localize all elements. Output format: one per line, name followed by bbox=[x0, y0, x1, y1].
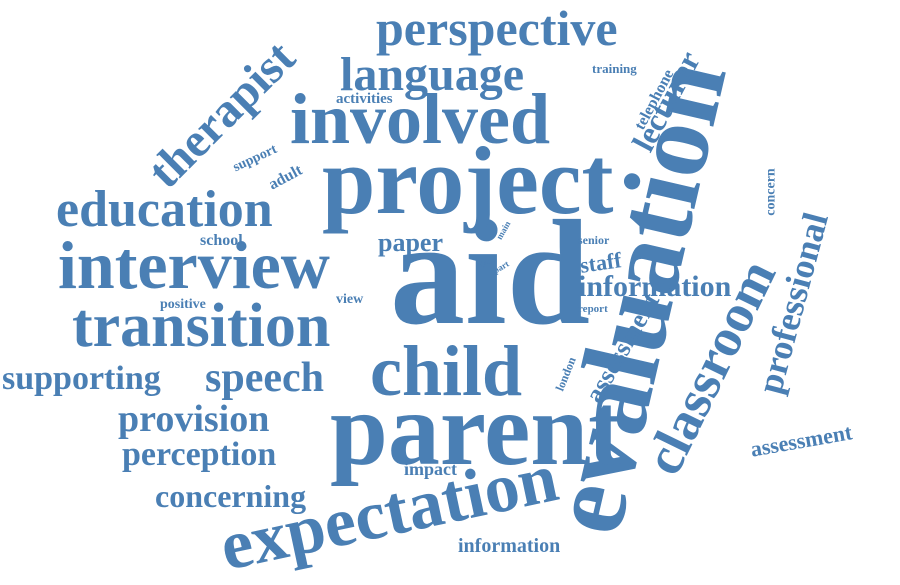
word-school-small: school bbox=[200, 232, 243, 249]
word-interview: interview bbox=[58, 227, 330, 303]
word-view-small: view bbox=[336, 292, 364, 307]
word-positive-small: positive bbox=[160, 297, 206, 312]
word-provision: provision bbox=[118, 398, 270, 440]
word-staff-small: staff bbox=[578, 247, 624, 278]
word-language: language bbox=[340, 48, 525, 101]
word-assessment-small: assessment bbox=[748, 419, 854, 462]
word-child: child bbox=[370, 331, 523, 411]
word-adult-small: adult bbox=[265, 161, 306, 194]
word-education: education bbox=[56, 181, 273, 238]
word-parent: parent bbox=[330, 372, 623, 487]
word-aid: aid bbox=[390, 190, 591, 356]
word-concerning: concerning bbox=[155, 478, 307, 514]
word-impact-small: impact bbox=[404, 459, 457, 479]
word-speech: speech bbox=[205, 355, 324, 401]
word-study: paper bbox=[378, 228, 443, 257]
word-report-small: report bbox=[578, 303, 608, 315]
word-information-small: information bbox=[458, 535, 561, 557]
word-project: project bbox=[322, 127, 614, 234]
word-perception: perception bbox=[122, 436, 277, 473]
word-activities-small: activities bbox=[336, 91, 393, 107]
word-support-small: support bbox=[230, 141, 280, 176]
word-senior-small: senior bbox=[578, 233, 610, 247]
word-supporting: supporting bbox=[2, 360, 161, 397]
word-training-small: training bbox=[592, 61, 637, 76]
word-transition: transition bbox=[72, 292, 331, 360]
word-perspective: perspective bbox=[376, 0, 618, 56]
word-paper: information bbox=[578, 270, 732, 303]
word-involved: involved bbox=[290, 79, 551, 159]
word-concern-small: concern bbox=[763, 168, 779, 216]
